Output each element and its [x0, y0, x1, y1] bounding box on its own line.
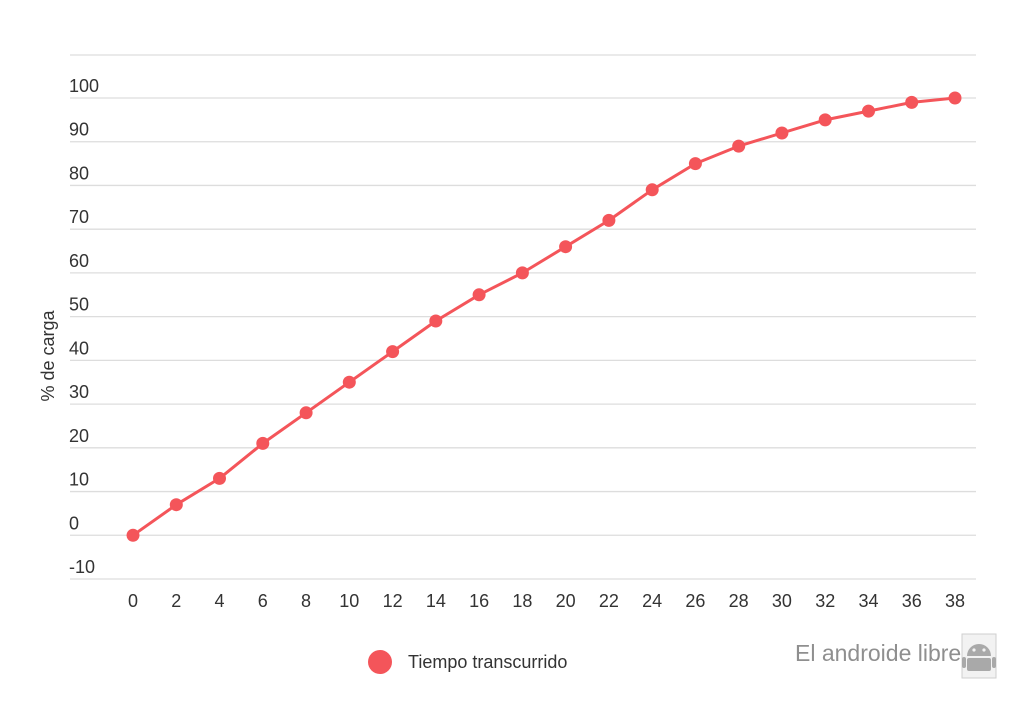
- x-tick-label: 22: [599, 591, 619, 611]
- data-point[interactable]: [862, 104, 875, 118]
- legend-marker: [368, 650, 392, 674]
- data-point[interactable]: [386, 345, 400, 359]
- y-axis-title: % de carga: [38, 309, 58, 401]
- data-point[interactable]: [515, 266, 529, 280]
- x-tick-label: 4: [215, 591, 225, 611]
- data-point[interactable]: [688, 157, 702, 171]
- x-tick-label: 0: [128, 591, 138, 611]
- data-point[interactable]: [775, 126, 789, 140]
- y-tick-label: 60: [69, 251, 89, 271]
- legend: Tiempo transcurrido: [368, 650, 567, 674]
- x-tick-label: 38: [945, 591, 965, 611]
- x-tick-label: 16: [469, 591, 489, 611]
- watermark-text: El androide libre: [795, 640, 961, 666]
- data-point[interactable]: [732, 139, 746, 153]
- x-tick-label: 6: [258, 591, 268, 611]
- y-tick-label: 0: [69, 513, 79, 533]
- data-point[interactable]: [256, 436, 270, 450]
- x-tick-label: 14: [426, 591, 446, 611]
- x-tick-label: 20: [556, 591, 576, 611]
- data-point[interactable]: [905, 95, 919, 109]
- legend-label: Tiempo transcurrido: [408, 652, 567, 672]
- data-point[interactable]: [342, 375, 356, 389]
- x-tick-label: 36: [902, 591, 922, 611]
- y-tick-label: 50: [69, 295, 89, 315]
- x-tick-label: 8: [301, 591, 311, 611]
- grid-lines: [70, 54, 976, 580]
- y-tick-label: 10: [69, 470, 89, 490]
- x-tick-label: 34: [858, 591, 878, 611]
- data-point[interactable]: [429, 314, 443, 328]
- data-point[interactable]: [126, 528, 140, 542]
- data-point[interactable]: [948, 91, 962, 105]
- series-tiempo-transcurrido: [126, 91, 962, 542]
- data-point[interactable]: [602, 213, 616, 227]
- y-tick-label: 90: [69, 120, 89, 140]
- data-point[interactable]: [645, 183, 659, 197]
- x-tick-label: 30: [772, 591, 792, 611]
- y-tick-label: -10: [69, 557, 95, 577]
- x-tick-label: 28: [729, 591, 749, 611]
- y-tick-label: 40: [69, 338, 89, 358]
- data-point[interactable]: [818, 113, 832, 127]
- x-tick-label: 12: [383, 591, 403, 611]
- y-tick-label: 30: [69, 382, 89, 402]
- y-tick-label: 70: [69, 207, 89, 227]
- x-tick-label: 2: [171, 591, 181, 611]
- data-point[interactable]: [299, 406, 313, 420]
- y-tick-label: 80: [69, 163, 89, 183]
- x-tick-label: 18: [512, 591, 532, 611]
- watermark: El androide libre: [795, 633, 997, 679]
- y-tick-label: 100: [69, 76, 99, 96]
- data-point[interactable]: [213, 471, 226, 485]
- x-tick-label: 24: [642, 591, 662, 611]
- x-tick-label: 10: [339, 591, 359, 611]
- android-robot-icon: [961, 633, 997, 679]
- x-tick-label: 32: [815, 591, 835, 611]
- x-tick-label: 26: [685, 591, 705, 611]
- data-point[interactable]: [169, 498, 183, 512]
- x-axis-ticks: 0 2 4 6 8 10 12 14 16 18 20 22 24 26 28 30 32 34 36 38: [128, 591, 965, 611]
- y-tick-label: 20: [69, 426, 89, 446]
- data-point[interactable]: [559, 240, 573, 254]
- data-point[interactable]: [472, 288, 486, 302]
- series-line: [132, 96, 956, 537]
- y-axis-ticks: -10 0 10 20 30 40 50 60 70 80 90 100: [69, 76, 99, 577]
